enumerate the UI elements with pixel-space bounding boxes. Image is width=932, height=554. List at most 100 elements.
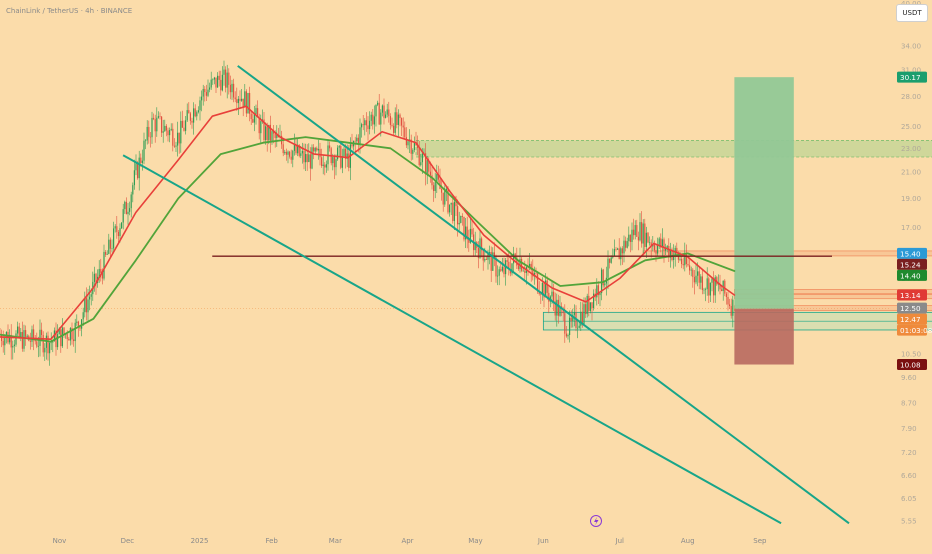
candle-body: [397, 114, 399, 125]
lightning-icon[interactable]: [590, 515, 602, 527]
candle-body: [188, 110, 190, 114]
candle-body: [653, 244, 655, 251]
x-tick-label: Aug: [681, 537, 695, 545]
candle-body: [276, 134, 278, 138]
candle-body: [103, 251, 105, 279]
candle-body: [725, 293, 727, 298]
candle-body: [666, 245, 668, 249]
candle-body: [79, 325, 81, 329]
candle-body: [450, 202, 452, 205]
candle-body: [295, 144, 297, 154]
candle-body: [132, 185, 134, 195]
candle-body: [625, 240, 627, 248]
y-tick-label: 7.90: [901, 425, 917, 433]
candle-body: [213, 77, 215, 80]
candle-body: [681, 258, 683, 264]
candle-body: [610, 257, 612, 263]
candle-body: [108, 239, 110, 254]
candle-body: [181, 120, 183, 128]
candle-body: [444, 190, 446, 205]
candle-body: [205, 92, 207, 96]
y-tick-label: 7.20: [901, 449, 917, 457]
candle-body: [308, 154, 310, 163]
candle-body: [69, 328, 71, 341]
candle-body: [306, 154, 308, 163]
candle-body: [268, 124, 270, 141]
candle-body: [367, 125, 369, 130]
candle-body: [524, 270, 526, 273]
candle-body: [613, 249, 615, 257]
candle-body: [508, 261, 510, 270]
candle-body: [405, 137, 407, 146]
candle-body: [469, 228, 471, 243]
candle-body: [660, 238, 662, 248]
candle-body: [31, 329, 33, 342]
candle-body: [693, 276, 695, 283]
candle-body: [362, 124, 364, 126]
price-tag: [897, 71, 927, 83]
candle-body: [626, 241, 628, 248]
candle-body: [193, 108, 195, 123]
candle-body: [583, 304, 585, 324]
candle-body: [105, 251, 107, 255]
candle-body: [209, 87, 211, 90]
candle-body: [133, 170, 135, 186]
candle-body: [722, 280, 724, 292]
y-tick-label: 6.60: [901, 472, 917, 480]
candle-body: [569, 317, 571, 335]
candle-body: [425, 153, 427, 175]
candle-body: [151, 117, 153, 138]
price-tag: [897, 313, 927, 325]
candle-body: [332, 157, 334, 164]
candle-body: [375, 104, 377, 117]
candle-body: [9, 334, 11, 343]
candle-body: [252, 119, 254, 123]
candle-body: [258, 117, 260, 134]
candle-body: [148, 126, 150, 137]
candle-body: [273, 131, 275, 134]
candle-body: [437, 174, 439, 180]
candle-body: [457, 206, 459, 225]
candle-body: [685, 253, 687, 264]
candle-body: [482, 250, 484, 261]
candle-body: [15, 333, 17, 345]
candle-body: [210, 79, 212, 88]
candle-body: [529, 263, 531, 268]
candle-body: [220, 79, 222, 91]
y-tick-label: 17.00: [901, 224, 921, 232]
candle-body: [287, 151, 289, 155]
candle-body: [465, 226, 467, 240]
candle-body: [325, 164, 327, 168]
candle-body: [42, 334, 44, 353]
candle-body: [337, 147, 339, 160]
candle-body: [463, 216, 465, 240]
candle-body: [351, 144, 353, 147]
y-tick-label: 28.00: [901, 93, 921, 101]
symbol-title: ChainLink / TetherUS · 4h · BINANCE: [6, 7, 133, 15]
y-tick-label: 40.00: [901, 0, 921, 8]
candle-body: [180, 120, 182, 144]
candle-body: [689, 265, 691, 271]
candle-body: [503, 266, 505, 275]
candle-body: [183, 127, 185, 131]
candle-body: [645, 232, 647, 247]
candle-body: [143, 140, 145, 161]
currency-button[interactable]: USDT: [896, 4, 928, 22]
price-tag: [897, 269, 927, 281]
candle-body: [197, 110, 199, 113]
y-tick-label: 21.00: [901, 169, 921, 177]
candle-body: [601, 269, 603, 294]
candle-body: [484, 258, 486, 261]
y-tick-label: 34.00: [901, 42, 921, 50]
candle-body: [551, 291, 553, 297]
candle-body: [239, 98, 241, 101]
candle-body: [633, 229, 635, 236]
candle-body: [513, 253, 515, 264]
candle-body: [471, 228, 473, 235]
candle-body: [85, 297, 87, 313]
candle-body: [706, 278, 708, 290]
candle-body: [372, 114, 374, 125]
candle-body: [271, 131, 273, 141]
